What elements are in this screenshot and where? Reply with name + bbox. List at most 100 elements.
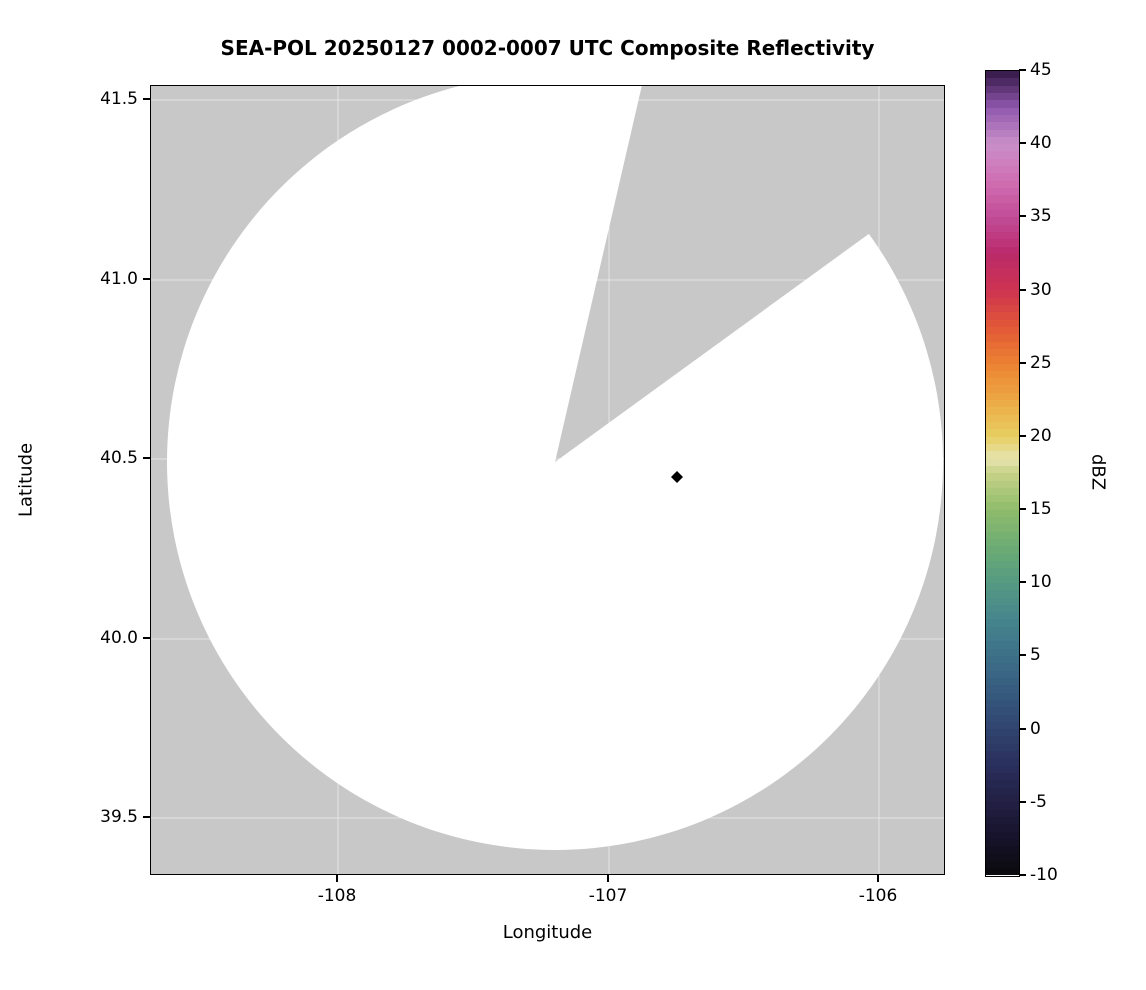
- colorbar-segment: [986, 699, 1019, 708]
- colorbar-segment: [986, 158, 1019, 167]
- colorbar-segment: [986, 743, 1019, 752]
- colorbar-tickmark: [1019, 69, 1026, 71]
- colorbar-segment: [986, 283, 1019, 291]
- colorbar-segment: [986, 92, 1019, 101]
- colorbar-segment: [986, 78, 1019, 86]
- y-tick-label: 40.0: [100, 628, 138, 648]
- colorbar-segment: [986, 290, 1019, 298]
- colorbar-segment: [986, 597, 1019, 605]
- colorbar-segment: [986, 714, 1019, 722]
- y-axis-label: Latitude: [15, 442, 37, 518]
- colorbar-segment: [986, 195, 1019, 203]
- x-tick-label: -108: [317, 886, 357, 906]
- colorbar-tickmark: [1019, 801, 1026, 803]
- colorbar-segment: [986, 787, 1019, 795]
- colorbar-segment: [986, 612, 1019, 620]
- colorbar-segment: [986, 758, 1019, 766]
- y-tickmark: [143, 637, 150, 639]
- colorbar-segment: [986, 846, 1019, 854]
- colorbar-segment: [986, 480, 1019, 488]
- colorbar-segment: [986, 378, 1019, 386]
- colorbar-segment: [986, 619, 1019, 627]
- colorbar-tick-label: 25: [1030, 353, 1052, 373]
- colorbar-segment: [986, 100, 1019, 108]
- colorbar-segment: [986, 107, 1019, 115]
- colorbar-tick-label: 30: [1030, 280, 1052, 300]
- colorbar-segment: [986, 465, 1019, 474]
- colorbar-segment: [986, 656, 1019, 664]
- colorbar-segment: [986, 509, 1019, 518]
- colorbar-segment: [986, 275, 1019, 284]
- colorbar-segment: [986, 370, 1019, 379]
- colorbar-segment: [986, 217, 1019, 225]
- colorbar-tick-label: 35: [1030, 206, 1052, 226]
- colorbar-tick-label: 0: [1030, 719, 1041, 739]
- colorbar-segment: [986, 824, 1019, 832]
- colorbar-segment: [986, 495, 1019, 503]
- plot-area: [150, 85, 945, 875]
- colorbar-tickmark: [1019, 654, 1026, 656]
- colorbar-segment: [986, 429, 1019, 437]
- colorbar-segment: [986, 443, 1019, 452]
- colorbar-tickmark: [1019, 874, 1026, 876]
- colorbar-tick-label: -5: [1030, 792, 1047, 812]
- x-tickmark: [877, 875, 879, 882]
- colorbar-segment: [986, 641, 1019, 649]
- colorbar-tickmark: [1019, 289, 1026, 291]
- colorbar-segment: [986, 524, 1019, 532]
- plot-title: SEA-POL 20250127 0002-0007 UTC Composite…: [220, 36, 875, 60]
- colorbar-tickmark: [1019, 728, 1026, 730]
- colorbar-segment: [986, 341, 1019, 349]
- colorbar-segment: [986, 414, 1019, 422]
- colorbar-segment: [986, 209, 1019, 218]
- colorbar-tickmark: [1019, 508, 1026, 510]
- y-tickmark: [143, 816, 150, 818]
- colorbar-segment: [986, 319, 1019, 327]
- colorbar-segment: [986, 392, 1019, 401]
- colorbar-tick-label: 5: [1030, 645, 1041, 665]
- y-tickmark: [143, 98, 150, 100]
- colorbar-segment: [986, 868, 1019, 876]
- colorbar-segment: [986, 305, 1019, 313]
- colorbar-tick-label: -10: [1030, 865, 1058, 885]
- colorbar-segment: [986, 151, 1019, 159]
- colorbar-segment: [986, 794, 1019, 803]
- colorbar-segment: [986, 539, 1019, 547]
- colorbar-segment: [986, 422, 1019, 430]
- y-tickmark: [143, 457, 150, 459]
- colorbar-segment: [986, 188, 1019, 196]
- colorbar-segment: [986, 180, 1019, 188]
- colorbar-segment: [986, 692, 1019, 700]
- colorbar-segment: [986, 239, 1019, 247]
- colorbar-segment: [986, 663, 1019, 671]
- colorbar-segment: [986, 838, 1019, 847]
- blocked-sector-wedge: [555, 86, 944, 462]
- colorbar-tickmark: [1019, 435, 1026, 437]
- colorbar-segment: [986, 312, 1019, 320]
- colorbar-segment: [986, 122, 1019, 130]
- colorbar-segment: [986, 451, 1019, 459]
- colorbar-segment: [986, 261, 1019, 269]
- colorbar-segment: [986, 326, 1019, 335]
- colorbar-segment: [986, 685, 1019, 693]
- colorbar-tick-label: 20: [1030, 426, 1052, 446]
- colorbar-segment: [986, 531, 1019, 539]
- y-tick-label: 41.5: [100, 89, 138, 109]
- colorbar-segment: [986, 253, 1019, 262]
- colorbar-tick-label: 45: [1030, 60, 1052, 80]
- colorbar-segment: [986, 751, 1019, 759]
- colorbar-tickmark: [1019, 362, 1026, 364]
- colorbar-segment: [986, 231, 1019, 240]
- colorbar-segment: [986, 129, 1019, 137]
- colorbar-segment: [986, 860, 1019, 869]
- y-tick-label: 41.0: [100, 269, 138, 289]
- colorbar-segment: [986, 729, 1019, 737]
- colorbar-segment: [986, 517, 1019, 525]
- colorbar-segment: [986, 582, 1019, 591]
- colorbar-tickmark: [1019, 142, 1026, 144]
- colorbar-segment: [986, 436, 1019, 444]
- colorbar-segment: [986, 853, 1019, 861]
- colorbar-segment: [986, 202, 1019, 210]
- colorbar-segment: [986, 85, 1019, 93]
